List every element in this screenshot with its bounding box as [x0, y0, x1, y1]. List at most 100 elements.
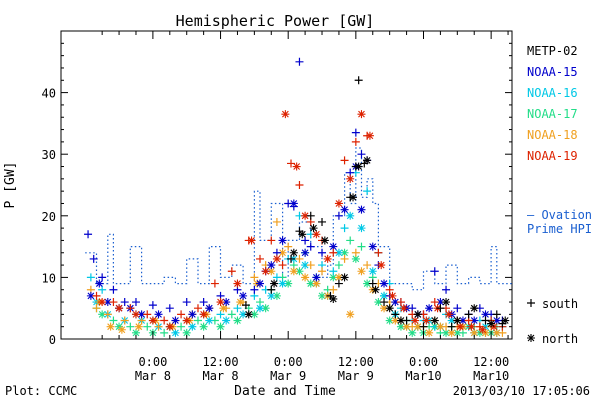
legend-item-noaa-17: NOAA-17	[527, 107, 578, 121]
noaa-19-north-point	[388, 291, 397, 300]
noaa-15-north-point	[340, 205, 349, 214]
noaa-19-north-point	[346, 174, 355, 183]
x-tick-label-time: 0:00	[274, 355, 303, 369]
noaa-15-south-point	[301, 236, 310, 245]
noaa-19-north-point	[272, 254, 281, 263]
metp-02-north-point	[396, 316, 405, 325]
noaa-17-south-point	[227, 310, 236, 319]
noaa-15-south-point	[430, 267, 439, 276]
noaa-17-north-point	[261, 304, 270, 313]
metp-02-north-point	[501, 316, 510, 325]
noaa-15-north-point	[380, 279, 389, 288]
data-points-layer	[84, 57, 510, 337]
noaa-17-south-point	[109, 316, 118, 325]
noaa-19-north-point	[422, 316, 431, 325]
metp-02-north-point	[385, 304, 394, 313]
noaa-15-north-point	[329, 242, 338, 251]
metp-02-south-point	[241, 301, 250, 310]
noaa-15-south-point	[84, 230, 93, 239]
noaa-16-south-point	[86, 273, 95, 282]
metp-02-north-point	[270, 279, 279, 288]
noaa-17-north-point	[408, 328, 417, 337]
metp-02-north-point	[354, 162, 363, 171]
noaa-17-north-point	[199, 322, 208, 331]
noaa-19-south-point	[295, 181, 304, 189]
noaa-19-north-point	[98, 298, 107, 307]
noaa-15-north-point	[492, 316, 501, 325]
noaa-17-south-point	[126, 322, 135, 331]
noaa-15-south-point	[89, 254, 98, 263]
x-tick-label-date: Mar10	[405, 369, 441, 383]
y-tick-label: 40	[42, 87, 56, 101]
noaa-16-north-point	[205, 316, 214, 325]
x-tick-label-time: 12:00	[473, 355, 509, 369]
noaa-16-north-point	[334, 248, 343, 257]
noaa-17-south-point	[346, 236, 355, 245]
noaa-15-north-point	[301, 248, 310, 257]
noaa-15-north-point	[458, 316, 467, 325]
metp-02-north-point	[413, 310, 422, 319]
noaa-19-south-point	[256, 254, 265, 263]
noaa-16-north-point	[239, 310, 248, 319]
x-tick-label-date: Mar 8	[135, 369, 171, 383]
x-tick-label-time: 12:00	[202, 355, 238, 369]
noaa-16-north-point	[301, 261, 310, 270]
noaa-17-north-point	[340, 248, 349, 257]
noaa-19-north-point	[182, 316, 191, 325]
noaa-16-south-point	[329, 267, 338, 276]
noaa-17-north-point	[453, 328, 462, 337]
noaa-15-north-point	[256, 279, 265, 288]
noaa-19-south-point	[430, 298, 439, 307]
noaa-15-south-point	[334, 211, 343, 220]
noaa-19-north-point	[323, 254, 332, 263]
metp-02-south-point	[354, 76, 363, 85]
noaa-15-north-point	[391, 298, 400, 307]
x-tick-label-date: Mar 8	[202, 369, 238, 383]
legend-north-label: north	[542, 332, 578, 346]
legend-south-label: south	[542, 297, 578, 311]
noaa-17-north-point	[250, 310, 259, 319]
noaa-19-north-point	[281, 110, 290, 119]
noaa-19-south-point	[160, 316, 169, 325]
noaa-19-north-point	[292, 162, 301, 171]
noaa-17-north-point	[233, 316, 242, 325]
noaa-19-north-point	[411, 316, 420, 325]
noaa-15-south-point	[357, 150, 366, 159]
x-tick-label-time: 12:00	[338, 355, 374, 369]
noaa-16-south-point	[363, 187, 372, 196]
metp-02-north-point	[349, 193, 358, 202]
noaa-16-south-point	[272, 273, 281, 282]
noaa-15-south-point	[318, 248, 327, 257]
noaa-15-south-point	[351, 128, 360, 137]
noaa-16-north-point	[380, 291, 389, 300]
y-axis-label: P [GW]	[3, 162, 18, 209]
legend-item-noaa-18: NOAA-18	[527, 128, 578, 142]
footer-timestamp: 2013/03/10 17:05:06	[453, 384, 590, 398]
noaa-18-north-point	[436, 322, 445, 331]
x-tick-label-time: 0:00	[409, 355, 438, 369]
noaa-18-north-point	[470, 328, 479, 337]
noaa-19-south-point	[385, 285, 394, 294]
metp-02-south-point	[391, 310, 400, 319]
noaa-18-north-point	[380, 304, 389, 313]
noaa-15-north-point	[267, 261, 276, 270]
noaa-17-north-point	[318, 291, 327, 300]
metp-02-south-point	[287, 254, 296, 263]
noaa-18-south-point	[351, 248, 360, 257]
noaa-17-north-point	[351, 254, 360, 263]
noaa-19-north-point	[131, 310, 140, 319]
metp-02-north-point	[453, 316, 462, 325]
noaa-17-north-point	[385, 316, 394, 325]
noaa-17-north-point	[182, 328, 191, 337]
noaa-18-south-point	[284, 242, 293, 251]
noaa-18-south-point	[340, 254, 349, 263]
noaa-17-north-point	[396, 322, 405, 331]
noaa-15-south-point	[442, 285, 451, 294]
noaa-16-north-point	[171, 328, 180, 337]
noaa-19-south-point	[227, 267, 236, 276]
noaa-15-north-point	[154, 310, 163, 319]
noaa-15-north-point	[481, 310, 490, 319]
metp-02-south-point	[492, 310, 501, 319]
